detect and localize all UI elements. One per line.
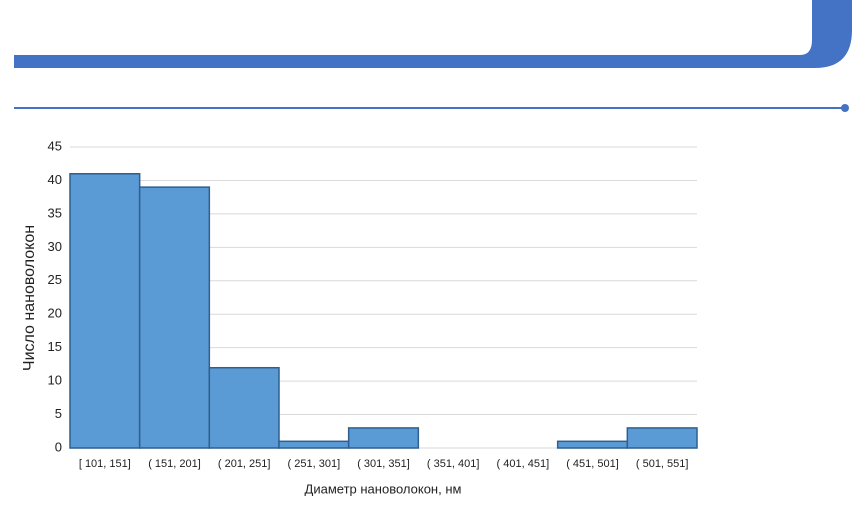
- x-axis-label: Диаметр нановолокон, нм: [305, 481, 462, 496]
- y-tick-label: 10: [48, 373, 62, 388]
- y-tick-label: 20: [48, 306, 62, 321]
- x-tick-label: ( 201, 251]: [218, 458, 271, 470]
- bar: [69, 173, 141, 449]
- bar: [347, 427, 420, 449]
- x-tick-label: ( 501, 551]: [636, 458, 689, 470]
- bar: [278, 440, 350, 449]
- y-axis-label: Число нановолокон: [21, 225, 38, 371]
- header-banner: [14, 0, 852, 68]
- x-tick-label: ( 351, 401]: [427, 458, 480, 470]
- y-tick-label: 25: [48, 272, 62, 287]
- y-tick-label: 35: [48, 205, 62, 220]
- x-tick-label: ( 301, 351]: [357, 458, 410, 470]
- bar: [556, 440, 629, 449]
- y-tick-label: 45: [48, 138, 62, 153]
- bar: [138, 186, 211, 449]
- y-tick-label: 30: [48, 239, 62, 254]
- x-tick-label: ( 401, 451]: [497, 458, 550, 470]
- divider-dot: [841, 104, 849, 112]
- bar: [626, 427, 698, 449]
- x-tick-label: ( 451, 501]: [566, 458, 619, 470]
- x-tick-label: [ 101, 151]: [79, 458, 131, 470]
- y-tick-label: 15: [48, 339, 62, 354]
- y-tick-label: 5: [55, 406, 62, 421]
- bar: [208, 366, 280, 449]
- x-tick-label: ( 251, 301]: [288, 458, 341, 470]
- y-tick-label: 40: [48, 172, 62, 187]
- x-tick-label: ( 151, 201]: [148, 458, 201, 470]
- y-tick-label: 0: [55, 439, 62, 454]
